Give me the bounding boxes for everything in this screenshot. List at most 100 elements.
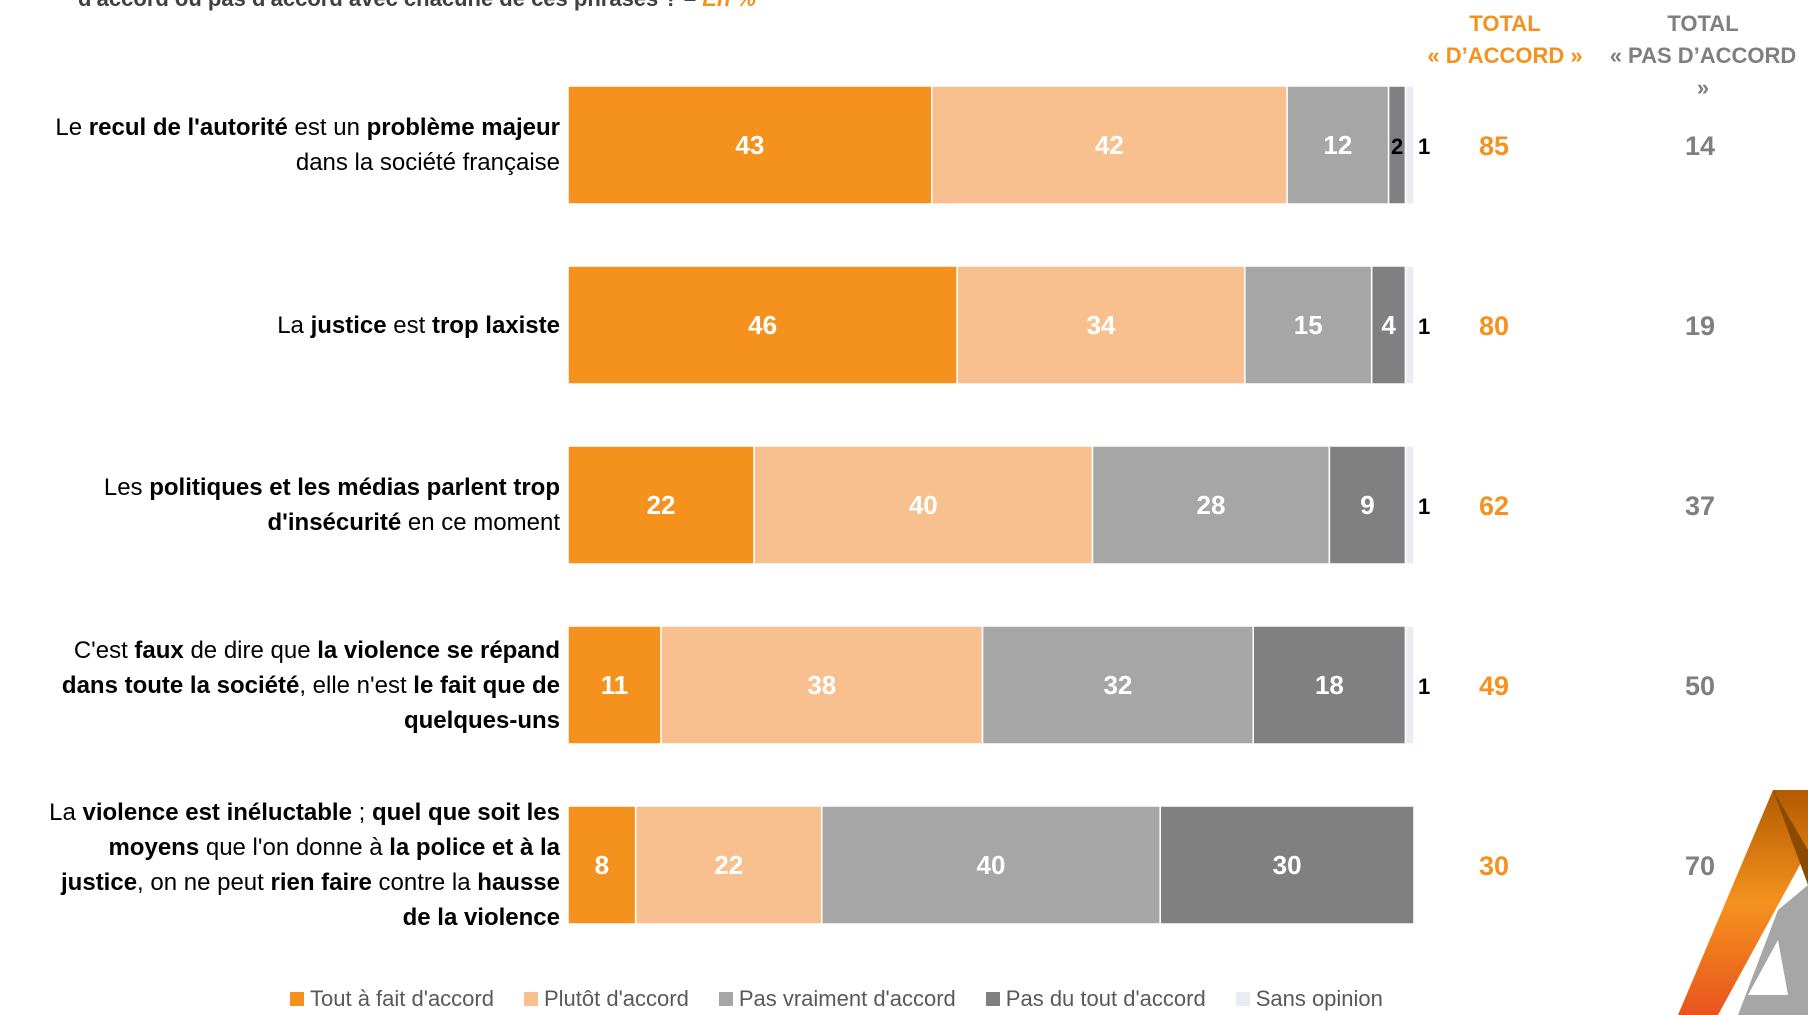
total-disagree-value-r3: 50: [1685, 671, 1715, 701]
row-label-segment: problème majeur: [366, 114, 560, 141]
row-label-segment: C'est: [73, 636, 135, 664]
question-title: d'accord ou pas d'accord avec chacune de…: [78, 0, 1178, 12]
bar-value-label-r3-s1: 38: [807, 670, 836, 700]
row-label-segment: trop laxiste: [431, 311, 560, 339]
bar-value-label-r0-s1: 42: [1095, 130, 1124, 160]
row-label-segment: la violence se répand: [317, 636, 560, 664]
bar-value-label-r3-s3: 18: [1315, 670, 1344, 700]
legend-label: Plutôt d'accord: [543, 986, 689, 1011]
legend-item-3: Pas du tout d'accord: [985, 986, 1206, 1012]
bar-segment-r2-s1: [753, 445, 1094, 565]
total-disagree-value-r2: 37: [1685, 491, 1715, 521]
legend-swatch: [985, 992, 1000, 1006]
bar-segment-r2-s0: [567, 445, 755, 565]
row-label-segment: d'insécurité: [267, 509, 402, 536]
total-agree-header-line1: TOTAL: [1469, 11, 1541, 36]
bar-value-label-r2-s0: 22: [647, 490, 676, 520]
row-label-segment: hausse: [477, 869, 560, 896]
legend-swatch: [1235, 992, 1250, 1006]
row-label-segment: ;: [351, 799, 372, 826]
total-disagree-header-line2: « PAS D’ACCORD »: [1609, 43, 1797, 100]
bar-segment-r3-s1: [660, 625, 984, 745]
bar-segment-r0-s4: [1404, 85, 1415, 205]
bar-value-label-r2-s3: 9: [1360, 490, 1374, 520]
row-label-segment: est: [386, 311, 432, 339]
row-label-segment: politiques et les médias parlent trop: [149, 474, 560, 501]
total-agree-value-r1: 80: [1479, 311, 1509, 341]
row-label-segment: justice: [310, 311, 387, 339]
legend-label: Pas du tout d'accord: [1005, 986, 1206, 1011]
bar-value-label-r2-s2: 28: [1196, 490, 1225, 520]
bar-value-label-r0-s3: 2: [1391, 134, 1403, 159]
total-disagree-value-r1: 19: [1685, 311, 1715, 341]
row-label-segment: La: [277, 311, 311, 339]
legend-swatch: [290, 992, 304, 1006]
bar-value-label-r3-s2: 32: [1103, 670, 1132, 700]
bar-value-label-r1-s1: 34: [1087, 310, 1116, 340]
row-label-segment: quelques-uns: [403, 706, 560, 734]
bar-segment-r0-s2: [1286, 85, 1390, 205]
row-label-segment: , on ne peut: [137, 869, 271, 896]
bar-segment-r4-s0: [567, 805, 637, 925]
row-label-line: d'insécurité en ce moment: [0, 505, 561, 540]
bar-value-label-r4-s3: 30: [1273, 850, 1302, 880]
bar-segment-r4-s1: [634, 805, 823, 925]
ifop-triangle-logo-icon: [1678, 790, 1808, 1015]
row-label-segment: dans toute la société: [61, 671, 300, 699]
bar-segment-r2-s3: [1328, 445, 1407, 565]
row-label-segment: rien faire: [270, 869, 372, 896]
bar-segment-r3-s4: [1404, 625, 1415, 745]
row-label-2: Les politiques et les médias parlent tro…: [0, 470, 560, 540]
row-label-segment: la police et à la: [389, 834, 560, 861]
question-unit: En %: [702, 0, 756, 11]
row-label-4: La violence est inéluctable ; quel que s…: [0, 795, 560, 935]
total-disagree-header-line1: TOTAL: [1667, 11, 1739, 36]
legend-item-2: Pas vraiment d'accord: [718, 986, 956, 1012]
row-label-line: La violence est inéluctable ; quel que s…: [0, 795, 560, 830]
bar-segment-r0-s0: [567, 85, 933, 205]
bar-segment-r4-s2: [821, 805, 1161, 925]
bar-value-label-r1-s4: 1: [1418, 314, 1430, 339]
bar-value-label-r3-s0: 11: [601, 670, 629, 700]
bar-segment-r4-s3: [1159, 805, 1415, 925]
row-label-segment: est un: [287, 114, 367, 141]
row-label-segment: Les: [103, 474, 150, 501]
question-text: d'accord ou pas d'accord avec chacune de…: [78, 0, 702, 11]
legend-label: Pas vraiment d'accord: [738, 986, 956, 1011]
legend-swatch: [718, 992, 733, 1006]
bar-value-label-r3-s4: 1: [1418, 674, 1430, 699]
row-label-line: justice, on ne peut rien faire contre la…: [0, 865, 560, 900]
row-label-segment: de la violence: [402, 904, 560, 931]
row-label-0: Le recul de l'autorité est un problème m…: [0, 110, 560, 180]
row-label-segment: le fait que de: [413, 671, 560, 699]
legend-item-0: Tout à fait d'accord: [290, 986, 494, 1012]
legend-label: Sans opinion: [1255, 986, 1383, 1011]
total-agree-value-r3: 49: [1479, 671, 1509, 701]
bar-value-label-r4-s2: 40: [977, 850, 1006, 880]
legend: Tout à fait d'accord Plutôt d'accord Pas v…: [290, 986, 1383, 1012]
row-label-segment: dans la société française: [295, 149, 560, 176]
legend-item-1: Plutôt d'accord: [523, 986, 689, 1012]
row-label-segment: , elle n'est: [299, 671, 414, 699]
row-label-segment: quel que soit les: [371, 799, 560, 826]
row-label-line: dans toute la société, elle n'est le fai…: [0, 668, 560, 703]
bar-value-label-r1-s3: 4: [1381, 310, 1396, 340]
legend-swatch: [523, 992, 538, 1006]
row-label-line: dans la société française: [0, 145, 560, 180]
bar-value-label-r2-s1: 40: [909, 490, 938, 520]
total-disagree-header: TOTAL « PAS D’ACCORD »: [1608, 8, 1798, 104]
total-agree-value-r4: 30: [1479, 851, 1509, 881]
bar-segment-r1-s1: [956, 265, 1246, 385]
legend-label: Tout à fait d'accord: [310, 986, 494, 1011]
total-disagree-value-r4: 70: [1685, 851, 1715, 881]
bar-value-label-r0-s2: 12: [1323, 130, 1352, 160]
row-label-line: quelques-uns: [0, 703, 560, 738]
bar-segment-r1-s0: [567, 265, 958, 385]
row-label-segment: en ce moment: [401, 509, 560, 536]
row-label-segment: contre la: [371, 869, 478, 896]
bar-value-label-r1-s2: 15: [1294, 310, 1323, 340]
row-label-segment: de dire que: [183, 636, 318, 664]
total-agree-header-line2: « D’ACCORD »: [1427, 43, 1583, 68]
row-label-3: C'est faux de dire que la violence se ré…: [0, 633, 560, 738]
